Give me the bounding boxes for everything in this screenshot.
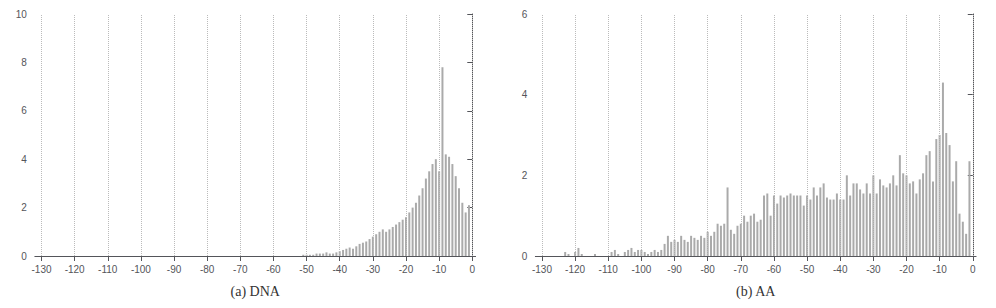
svg-text:-80: -80 bbox=[200, 264, 215, 275]
svg-text:-90: -90 bbox=[167, 264, 182, 275]
svg-text:-110: -110 bbox=[98, 264, 118, 275]
svg-text:10: 10 bbox=[16, 9, 28, 20]
svg-text:-90: -90 bbox=[667, 264, 682, 275]
svg-text:-120: -120 bbox=[565, 264, 585, 275]
svg-text:-120: -120 bbox=[65, 264, 85, 275]
svg-text:0: 0 bbox=[522, 251, 528, 262]
svg-text:-20: -20 bbox=[399, 264, 414, 275]
svg-text:(a) DNA: (a) DNA bbox=[231, 284, 281, 300]
svg-text:-50: -50 bbox=[299, 264, 314, 275]
svg-text:-50: -50 bbox=[800, 264, 815, 275]
svg-text:-30: -30 bbox=[366, 264, 381, 275]
svg-text:-10: -10 bbox=[432, 264, 447, 275]
svg-text:(b) AA: (b) AA bbox=[736, 284, 776, 300]
svg-text:-130: -130 bbox=[532, 264, 552, 275]
svg-text:-30: -30 bbox=[866, 264, 881, 275]
svg-text:8: 8 bbox=[21, 57, 27, 68]
svg-text:-60: -60 bbox=[266, 264, 281, 275]
svg-text:0: 0 bbox=[469, 264, 475, 275]
svg-text:6: 6 bbox=[21, 105, 27, 116]
svg-text:-80: -80 bbox=[700, 264, 715, 275]
svg-text:4: 4 bbox=[21, 154, 27, 165]
svg-text:-20: -20 bbox=[899, 264, 914, 275]
svg-text:-100: -100 bbox=[631, 264, 651, 275]
svg-text:-10: -10 bbox=[932, 264, 947, 275]
svg-text:-70: -70 bbox=[734, 264, 749, 275]
svg-text:-130: -130 bbox=[31, 264, 51, 275]
svg-text:-40: -40 bbox=[332, 264, 347, 275]
svg-text:4: 4 bbox=[522, 89, 528, 100]
svg-text:2: 2 bbox=[21, 202, 27, 213]
svg-text:0: 0 bbox=[21, 251, 27, 262]
svg-text:6: 6 bbox=[522, 9, 528, 20]
svg-text:0: 0 bbox=[970, 264, 976, 275]
svg-text:-110: -110 bbox=[599, 264, 619, 275]
svg-text:-70: -70 bbox=[233, 264, 248, 275]
svg-text:-60: -60 bbox=[767, 264, 782, 275]
svg-text:-40: -40 bbox=[833, 264, 848, 275]
svg-text:-100: -100 bbox=[131, 264, 151, 275]
svg-text:2: 2 bbox=[522, 170, 528, 181]
